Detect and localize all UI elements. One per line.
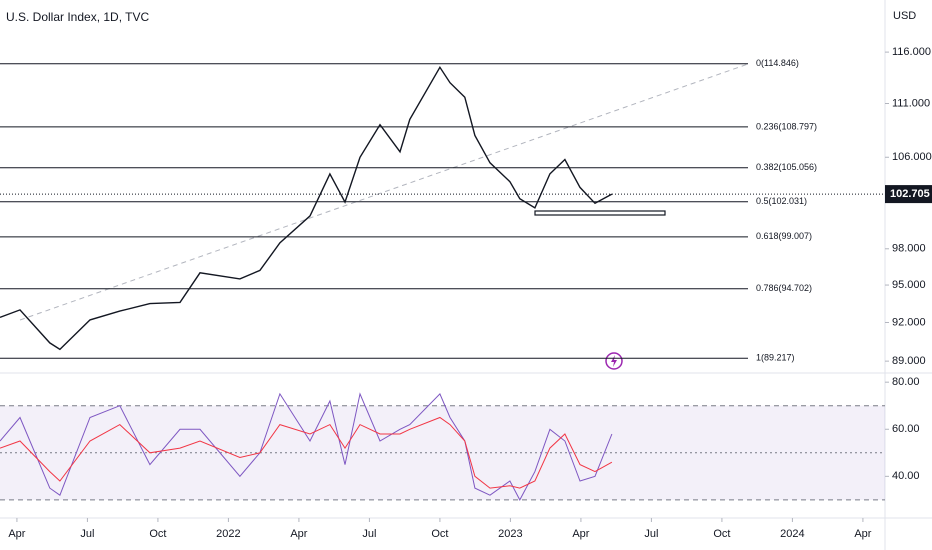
series-line [0,416,613,489]
y-tick-label: 116.000 [892,46,931,58]
x-tick-label: Oct [149,528,166,540]
x-tick-label: 2022 [216,528,240,540]
series-line [0,65,613,351]
x-tick-label: 2023 [498,528,522,540]
x-tick-label: Apr [290,528,307,540]
event-icon-bolt [611,355,617,367]
fib-label: 0.786(94.702) [756,283,812,293]
fib-label: 0.236(108.797) [756,121,817,131]
y-tick-label: 106.000 [892,151,932,163]
y-tick-label: 98.000 [892,243,926,255]
x-tick-label: Apr [854,528,871,540]
y-tick-label: 40.00 [892,470,920,482]
axis-unit: USD [893,10,916,22]
chart-title: U.S. Dollar Index, 1D, TVC [6,10,149,24]
last-price-label: 102.705 [890,188,930,200]
fib-label: 0.382(105.056) [756,162,817,172]
last-price-box [885,185,932,204]
x-tick-label: Oct [431,528,448,540]
y-tick-label: 92.000 [892,316,926,328]
y-tick-label: 80.00 [892,376,920,388]
fib-trend-line [19,63,749,321]
series-line [0,392,613,501]
rsi-band [0,405,885,500]
x-tick-label: Oct [713,528,730,540]
x-tick-label: Apr [572,528,589,540]
x-tick-label: Jul [362,528,376,540]
x-tick-label: Jul [80,528,94,540]
fib-label: 0(114.846) [756,58,799,68]
y-tick-label: 89.000 [892,355,926,367]
fib-label: 0.5(102.031) [756,196,807,206]
support-box [534,210,666,216]
x-tick-label: 2024 [780,528,804,540]
x-tick-label: Apr [8,528,25,540]
x-tick-label: Jul [644,528,658,540]
y-tick-label: 95.000 [892,279,926,291]
fib-label: 0.618(99.007) [756,231,812,241]
y-tick-label: 60.00 [892,423,920,435]
y-tick-label: 111.000 [892,97,930,109]
fib-label: 1(89.217) [756,353,795,363]
